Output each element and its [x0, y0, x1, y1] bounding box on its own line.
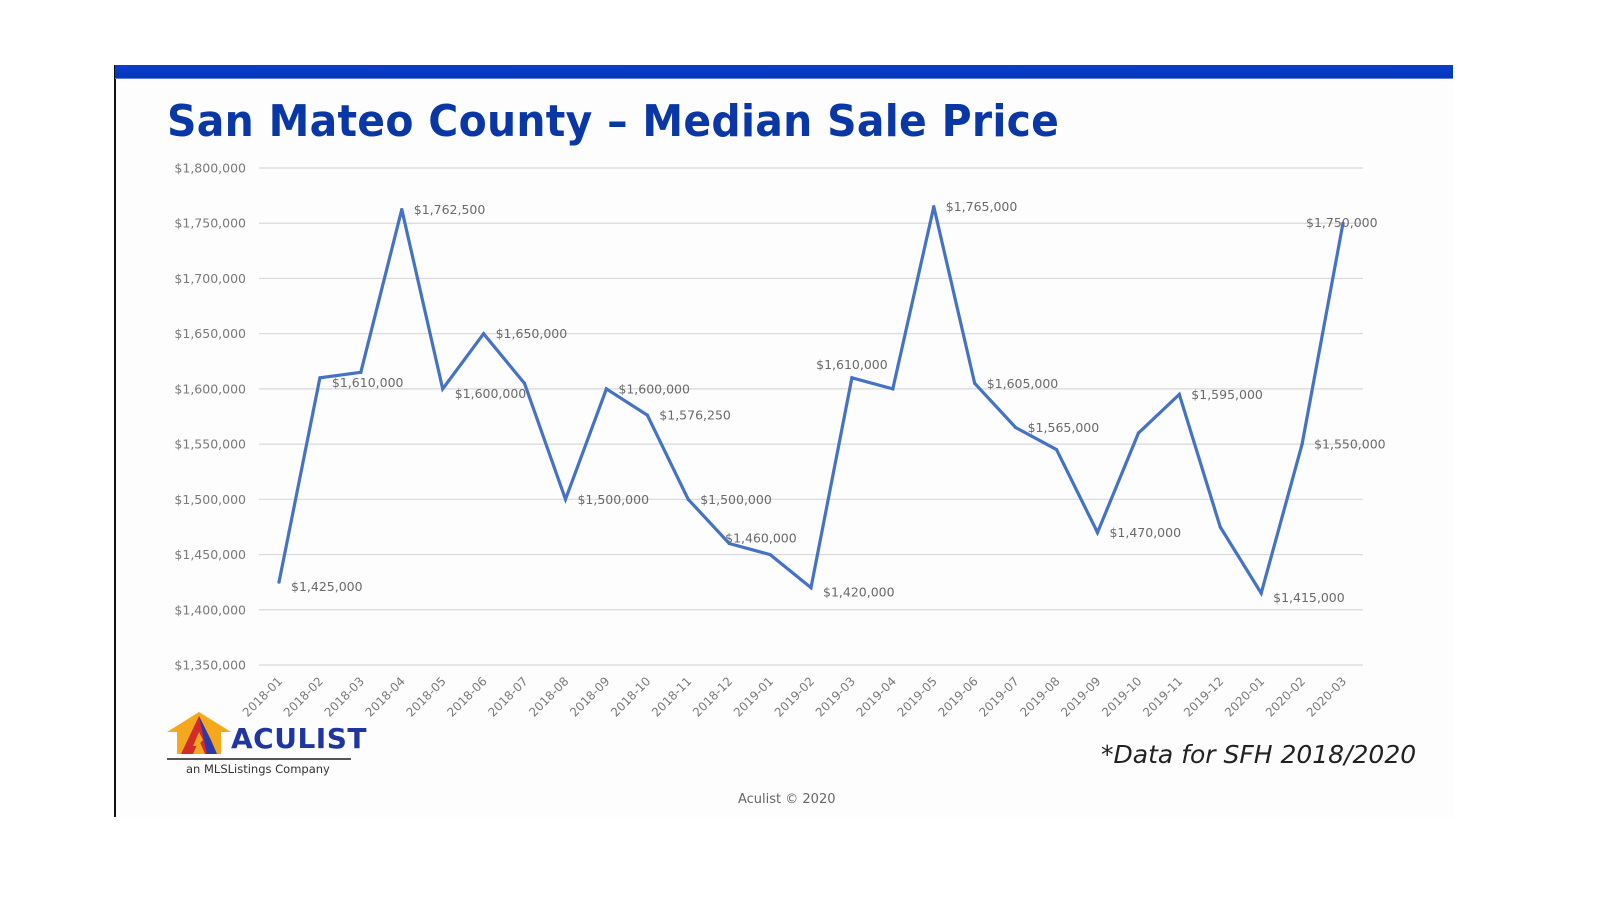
data-label: $1,610,000: [332, 375, 404, 390]
y-tick-label: $1,550,000: [174, 437, 246, 452]
data-point: [768, 552, 772, 557]
data-label: $1,460,000: [725, 531, 797, 546]
gridlines: [259, 167, 1363, 666]
data-point: [973, 381, 977, 385]
data-label: $1,500,000: [577, 492, 649, 507]
data-label: $1,415,000: [1273, 590, 1345, 605]
data-point: [604, 387, 608, 391]
x-tick-label: 2018-07: [485, 674, 530, 719]
x-tick-label: 2020-01: [1222, 674, 1267, 719]
x-tick-label: 2019-09: [1058, 674, 1103, 719]
data-label: $1,650,000: [496, 326, 568, 341]
x-tick-label: 2019-01: [731, 674, 776, 719]
data-footnote: *Data for SFH 2018/2020: [1101, 740, 1417, 769]
y-axis-ticks: $1,350,000 $1,400,000 $1,450,000 $1,500,000…: [174, 161, 246, 673]
x-tick-label: 2019-12: [1181, 674, 1226, 719]
y-tick-label: $1,450,000: [174, 547, 246, 562]
x-tick-label: 2018-06: [444, 674, 489, 719]
x-tick-label: 2020-03: [1304, 674, 1349, 719]
y-tick-label: $1,350,000: [174, 658, 246, 673]
x-tick-label: 2019-07: [976, 674, 1021, 719]
aculist-logo: ACULIST an MLSListings Company: [167, 708, 366, 780]
slide-left-border: [114, 65, 116, 817]
x-tick-label: 2019-06: [935, 674, 980, 719]
x-tick-label: 2020-02: [1263, 674, 1308, 719]
data-label: $1,470,000: [1109, 525, 1181, 540]
data-point: [891, 387, 895, 391]
data-label: $1,595,000: [1191, 387, 1263, 402]
data-label: $1,420,000: [823, 585, 895, 600]
data-label: $1,600,000: [455, 386, 527, 401]
slide-header-bar: [115, 65, 1453, 79]
data-point: [1300, 442, 1304, 446]
logo-divider: [167, 758, 351, 760]
data-label: $1,610,000: [816, 357, 888, 372]
x-axis-ticks: 2018-012018-022018-032018-042018-052018-…: [240, 674, 1349, 719]
y-tick-label: $1,800,000: [174, 161, 246, 176]
data-point: [1177, 392, 1181, 397]
data-label: $1,762,500: [414, 202, 486, 217]
data-point: [1341, 221, 1345, 225]
x-tick-label: 2019-05: [895, 674, 940, 719]
x-tick-label: 2018-09: [567, 674, 612, 719]
x-tick-label: 2019-10: [1099, 674, 1144, 719]
data-point: [932, 205, 936, 209]
data-label: $1,425,000: [291, 579, 363, 594]
y-tick-label: $1,400,000: [174, 602, 246, 617]
y-tick-label: $1,500,000: [174, 492, 246, 507]
data-point: [1095, 530, 1100, 535]
data-point: [850, 376, 854, 380]
data-point: [809, 586, 813, 590]
x-tick-label: 2018-10: [608, 674, 653, 719]
data-label: $1,565,000: [1028, 420, 1100, 435]
data-point: [522, 381, 527, 385]
data-label: $1,576,250: [659, 408, 731, 423]
x-tick-label: 2018-11: [649, 674, 694, 719]
copyright-text: Aculist © 2020: [738, 792, 836, 807]
data-point: [563, 497, 568, 501]
logo-tagline: an MLSListings Company: [186, 762, 330, 776]
data-point: [359, 370, 363, 374]
data-point: [727, 541, 731, 546]
data-points: [277, 205, 1345, 595]
x-tick-label: 2018-05: [403, 674, 448, 719]
data-label: $1,605,000: [987, 376, 1059, 391]
x-tick-label: 2019-04: [854, 674, 899, 719]
y-tick-label: $1,700,000: [174, 271, 246, 286]
data-point: [1014, 425, 1018, 430]
data-point: [645, 413, 649, 417]
x-tick-label: 2019-03: [813, 674, 858, 719]
x-tick-label: 2018-08: [526, 674, 571, 719]
slide-title: San Mateo County – Median Sale Price: [167, 96, 1060, 147]
x-tick-label: 2019-11: [1140, 674, 1185, 719]
data-point: [482, 332, 486, 336]
data-point: [318, 376, 322, 380]
house-logo-icon: [167, 712, 231, 754]
y-tick-label: $1,600,000: [174, 381, 246, 396]
data-label: $1,765,000: [946, 199, 1018, 214]
x-tick-label: 2018-12: [690, 674, 735, 719]
y-tick-label: $1,650,000: [174, 326, 246, 341]
data-point: [441, 387, 445, 391]
x-tick-label: 2019-08: [1017, 674, 1062, 719]
data-point: [1218, 525, 1222, 529]
data-label: $1,550,000: [1314, 437, 1386, 452]
data-label: $1,600,000: [618, 381, 690, 396]
logo-wordmark: ACULIST: [231, 722, 367, 755]
slide: [115, 65, 1453, 817]
data-point: [277, 580, 281, 584]
x-tick-label: 2019-02: [772, 674, 817, 719]
data-point: [1259, 591, 1263, 595]
data-point: [1054, 448, 1059, 452]
y-tick-label: $1,750,000: [174, 216, 246, 231]
x-tick-label: 2018-04: [363, 674, 408, 719]
data-point: [1136, 431, 1140, 435]
data-label: $1,750,000: [1306, 215, 1378, 230]
data-labels: $1,425,000 $1,610,000 $1,762,500 $1,600,000…: [291, 199, 1386, 605]
data-point: [400, 207, 404, 212]
series-line-median-sale-price: [277, 206, 1345, 598]
data-point: [686, 497, 690, 501]
data-label: $1,500,000: [700, 492, 772, 507]
